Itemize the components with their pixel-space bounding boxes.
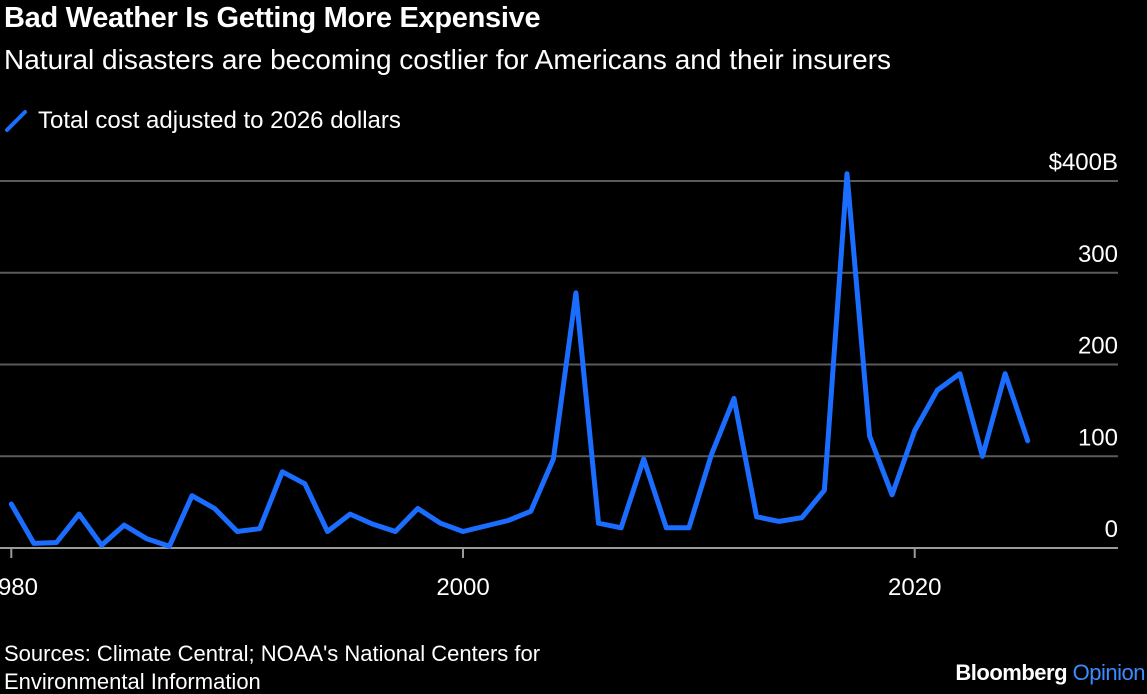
series-line <box>8 171 1031 549</box>
series <box>8 171 1031 549</box>
y-tick-label: $400B <box>1049 150 1118 176</box>
brand-main: Bloomberg <box>955 660 1068 685</box>
line-chart: 1980 2000 2020 0 100 200 300 $400B <box>0 150 1118 601</box>
y-tick-label: 100 <box>1078 424 1118 451</box>
legend: Total cost adjusted to 2026 dollars <box>4 104 401 138</box>
source-line-1: Sources: Climate Central; NOAA's Nationa… <box>4 641 541 666</box>
x-tick-label: 1980 <box>0 574 38 601</box>
source-line-2: Environmental Information <box>4 669 261 694</box>
brand-sub: Opinion <box>1072 660 1146 685</box>
y-axis: 0 100 200 300 $400B <box>1049 150 1118 543</box>
y-tick-label: 300 <box>1078 241 1118 268</box>
chart-title: Bad Weather Is Getting More Expensive <box>4 2 541 34</box>
x-tick-label: 2020 <box>888 574 941 601</box>
x-tick-label: 2000 <box>436 574 489 601</box>
grid-lines <box>0 180 1118 549</box>
legend-line-icon <box>5 110 27 132</box>
y-tick-label: 0 <box>1105 516 1118 543</box>
chart-subtitle: Natural disasters are becoming costlier … <box>4 44 892 75</box>
y-tick-label: 200 <box>1078 333 1118 360</box>
brand-logo: Bloomberg Opinion <box>955 660 1145 686</box>
legend-label: Total cost adjusted to 2026 dollars <box>38 107 401 134</box>
source-note: Sources: Climate Central; NOAA's Nationa… <box>4 640 540 694</box>
x-axis: 1980 2000 2020 <box>0 548 941 601</box>
